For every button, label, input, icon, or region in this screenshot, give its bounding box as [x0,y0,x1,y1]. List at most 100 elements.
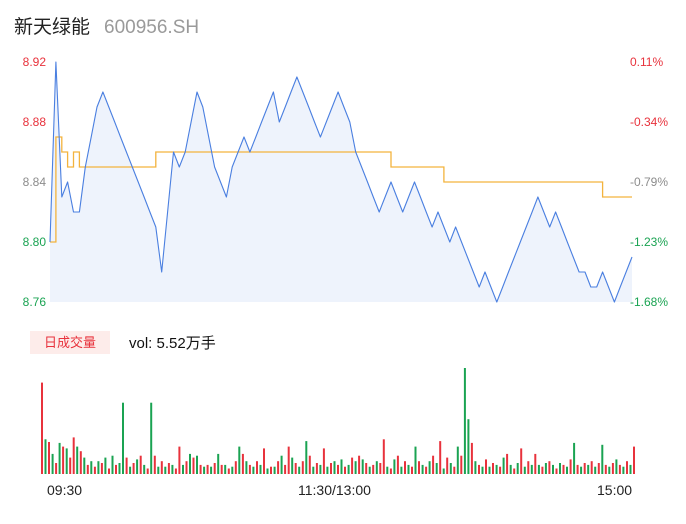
volume-bar [160,461,163,474]
volume-bar [51,453,54,474]
volume-bar [548,461,551,474]
volume-bar [411,466,413,474]
time-tick-close: 15:00 [597,482,633,498]
volume-bar [502,457,505,474]
volume-bar [611,463,614,474]
volume-bar [354,461,357,474]
volume-bar [65,448,68,474]
volume-bar [418,461,420,474]
volume-bar [280,455,283,474]
volume-bar [576,464,579,474]
volume-bar [157,466,160,474]
volume-bar [375,461,378,474]
pct-tick-2: -0.79% [630,175,669,189]
volume-bar [189,453,191,474]
volume-bar [277,461,280,474]
volume-bar [414,446,417,474]
volume-bar [86,464,89,474]
volume-bar [58,442,61,474]
volume-bar [594,466,597,474]
volume-bar [79,451,82,474]
pct-tick-1: -0.34% [630,115,669,129]
volume-bar [55,463,58,474]
volume-bar [372,464,375,474]
volume-bar [474,461,477,474]
volume-bar [499,466,502,474]
volume-bar [379,463,382,474]
volume-bar [248,464,251,474]
volume-bar [245,461,248,474]
volume-bar [252,466,255,474]
volume-bar [358,455,361,474]
volume-bar [298,466,301,474]
volume-bar [368,466,371,474]
volume-bar [340,459,343,474]
volume-bar [485,459,487,474]
price-tick-4: 8.76 [22,295,46,309]
volume-bar [446,457,449,474]
volume-bar [76,446,79,474]
volume-bar [523,466,526,474]
volume-bar [122,402,124,474]
volume-bar [400,466,403,474]
volume-bar [463,368,466,474]
volume-bar [439,441,442,474]
price-tick-2: 8.84 [22,175,46,189]
volume-bar [171,464,174,474]
volume-tab[interactable]: 日成交量 [30,331,110,354]
volume-bar [284,464,287,474]
volume-bar [312,466,315,474]
volume-bar [618,464,621,474]
volume-bar [326,466,329,474]
volume-bar [153,455,156,474]
volume-bar [118,463,121,474]
volume-bar [301,461,304,474]
volume-bar [210,466,213,474]
volume-bar [580,466,583,474]
volume-bar [199,464,202,474]
volume-bar [534,453,537,474]
volume-bar [238,446,241,474]
volume-bar [256,461,258,474]
volume-bar [291,457,294,474]
volume-bar [629,464,632,474]
volume-bar [407,464,410,474]
stock-code: 600956.SH [104,17,200,38]
volume-bar [425,466,428,474]
volume-bar [393,459,396,474]
volume-bar [125,457,128,474]
volume-bar [104,457,107,474]
volume-bar [330,463,332,474]
volume-bar [83,457,86,474]
price-tick-3: 8.80 [22,235,46,249]
volume-bar [72,437,75,474]
volume-bar [544,463,547,474]
volume-bar [396,455,399,474]
volume-bar [192,457,195,474]
volume-bar [178,446,181,474]
price-tick-0: 8.92 [22,55,46,69]
price-line [49,61,633,303]
volume-bar [428,461,431,474]
volume-bar [139,455,142,474]
volume-bar [492,463,494,474]
volume-bar [308,455,311,474]
volume-bar [527,461,530,474]
volume-bar [337,464,339,474]
volume-bar [351,457,354,474]
volume-bar [562,464,565,474]
price-tick-1: 8.88 [22,115,46,129]
volume-bar [217,453,220,474]
volume-bar [453,466,456,474]
volume-bar [478,464,480,474]
volume-bar [365,463,368,474]
volume-bar [456,446,459,474]
volume-bar [520,448,523,474]
volume-bar [347,464,350,474]
pct-tick-4: -1.68% [630,295,669,309]
volume-bar [182,464,184,474]
volume-bar [97,461,100,474]
volume-bar [386,466,389,474]
volume-readout: vol: 5.52万手 [129,335,216,352]
